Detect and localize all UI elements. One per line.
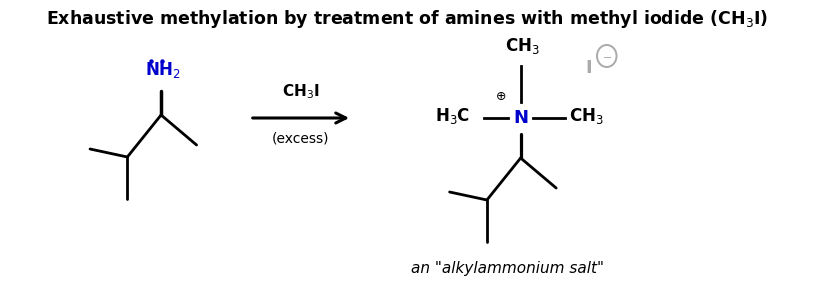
Text: (excess): (excess) bbox=[272, 132, 330, 146]
Text: $\oplus$: $\oplus$ bbox=[496, 90, 507, 102]
Text: CH$_3$: CH$_3$ bbox=[505, 36, 540, 56]
Text: H$_3$C: H$_3$C bbox=[435, 106, 470, 126]
Text: CH$_3$: CH$_3$ bbox=[569, 106, 603, 126]
Text: $-$: $-$ bbox=[602, 51, 612, 61]
Text: an "alkylammonium salt": an "alkylammonium salt" bbox=[411, 260, 604, 276]
Text: N: N bbox=[513, 109, 528, 127]
Text: NH$_2$: NH$_2$ bbox=[145, 60, 181, 80]
Text: CH$_3$I: CH$_3$I bbox=[282, 82, 320, 101]
Text: Exhaustive methylation by treatment of amines with methyl iodide (CH$_3$I): Exhaustive methylation by treatment of a… bbox=[46, 8, 768, 30]
Text: I: I bbox=[586, 59, 593, 77]
